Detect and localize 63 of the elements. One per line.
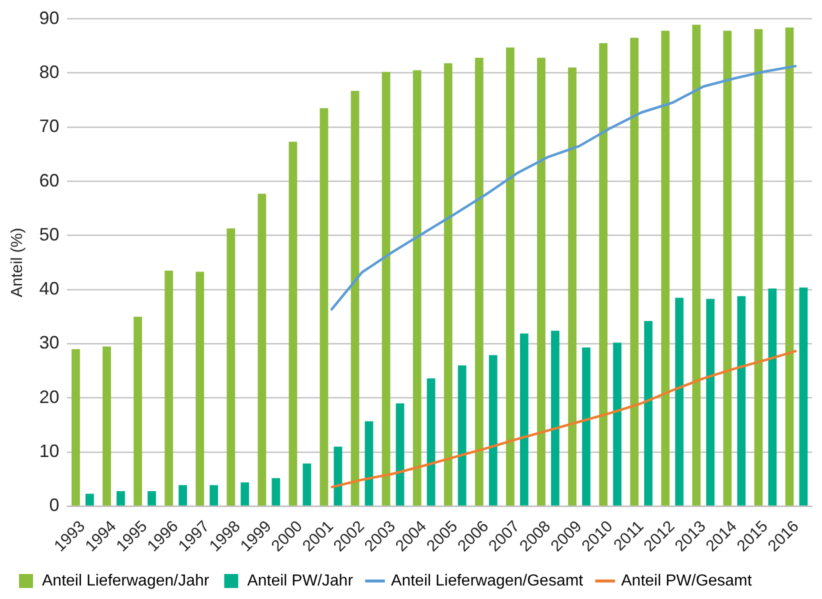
bar	[86, 494, 94, 506]
bar	[661, 30, 670, 506]
bar	[582, 348, 590, 506]
bar	[706, 298, 715, 506]
bar	[644, 321, 652, 506]
bar	[134, 316, 142, 506]
bar	[488, 355, 498, 506]
bar	[272, 478, 280, 506]
y-tick-label: 10	[39, 441, 60, 462]
bar	[723, 30, 732, 506]
bar	[412, 70, 422, 506]
y-tick-label: 80	[39, 62, 60, 82]
bar	[320, 108, 328, 506]
bar	[568, 68, 576, 506]
bar	[754, 29, 763, 506]
bar	[551, 330, 560, 506]
bar	[506, 48, 514, 506]
y-tick-label: 0	[49, 495, 60, 516]
bar	[768, 288, 777, 506]
bar	[613, 342, 622, 506]
legend-label: Anteil PW/Jahr	[247, 572, 354, 590]
legend-label: Anteil Lieferwagen/Jahr	[42, 572, 210, 590]
y-tick-label: 70	[39, 116, 60, 136]
bar	[102, 346, 111, 506]
bar	[288, 142, 298, 506]
bar	[210, 485, 218, 506]
bar	[737, 296, 746, 506]
legend-label: Anteil PW/Gesamt	[621, 572, 752, 590]
y-tick-label: 50	[39, 224, 60, 244]
bar	[148, 491, 156, 506]
bar	[196, 272, 204, 506]
bar	[226, 228, 236, 506]
y-tick-label: 40	[39, 278, 60, 299]
bar	[72, 349, 80, 506]
bar	[520, 333, 528, 506]
bar	[426, 378, 436, 506]
bar	[382, 72, 390, 506]
bar	[474, 58, 484, 506]
bar	[396, 403, 404, 506]
bar	[799, 287, 808, 506]
bar	[785, 27, 794, 506]
bar	[178, 485, 188, 506]
y-axis-title: Anteil (%)	[9, 228, 26, 298]
bar	[334, 446, 342, 506]
bar	[692, 24, 701, 506]
bar	[630, 38, 639, 506]
bar	[164, 270, 174, 506]
y-tick-label: 30	[39, 332, 60, 353]
bar	[364, 421, 374, 506]
bar	[240, 482, 250, 506]
bar	[258, 194, 266, 506]
bar	[537, 58, 546, 506]
legend-label: Anteil Lieferwagen/Gesamt	[391, 572, 584, 590]
y-tick-label: 60	[39, 170, 60, 190]
bar	[302, 463, 312, 506]
y-tick-label: 90	[39, 8, 60, 28]
bar	[458, 365, 466, 506]
bar	[675, 298, 684, 506]
bar	[599, 43, 608, 506]
bar	[116, 491, 125, 506]
y-tick-label: 20	[39, 386, 60, 407]
bar	[444, 63, 452, 506]
bar	[350, 90, 360, 506]
